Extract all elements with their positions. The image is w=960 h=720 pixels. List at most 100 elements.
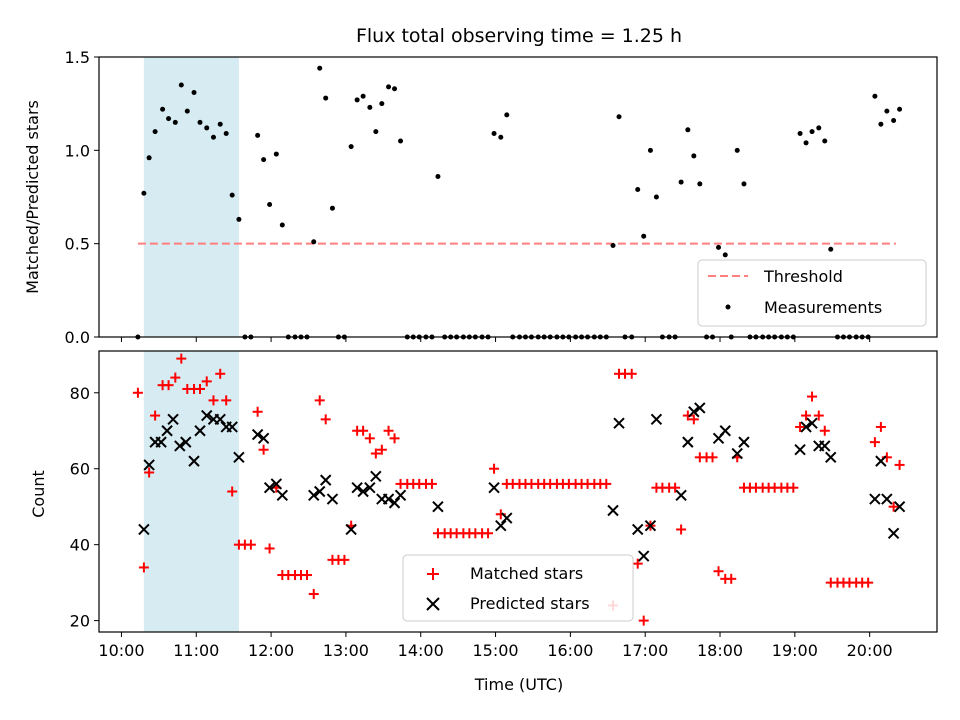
predicted-star-point	[794, 444, 806, 456]
predicted-star-point	[719, 425, 731, 437]
predicted-star-point	[488, 481, 500, 494]
matched-star-point	[863, 577, 874, 588]
measurement-point	[803, 140, 809, 146]
matched-star-point	[339, 554, 350, 565]
predicted-star-point	[738, 436, 750, 448]
measurement-point	[152, 129, 158, 135]
matched-star-point	[163, 380, 174, 391]
top-panel: 0.0 0.5 1.0 1.5 Matched/Predicted stars Thr…	[23, 48, 938, 347]
matched-star-point	[483, 528, 494, 539]
measurement-point	[172, 119, 178, 125]
predicted-star-point	[370, 470, 382, 483]
measurement-point	[311, 239, 317, 245]
matched-star-point	[370, 448, 381, 459]
measurements-series	[135, 65, 903, 340]
bottom-y-axis-label: Count	[29, 470, 48, 518]
measurement-point	[647, 147, 653, 153]
matched-star-point	[201, 376, 212, 387]
predicted-star-point	[607, 504, 619, 517]
measurement-point	[653, 194, 659, 200]
predicted-star-point	[155, 436, 167, 448]
matched-star-point	[726, 573, 737, 584]
measurement-point	[741, 181, 747, 187]
measurement-point	[317, 65, 323, 71]
predicted-star-point	[174, 440, 186, 452]
measurement-point	[141, 190, 147, 196]
matched-star-point	[258, 444, 269, 455]
measurement-point	[261, 157, 267, 163]
predicted-star-point	[161, 425, 173, 437]
predicted-star-point	[637, 550, 650, 562]
predicted-star-point	[893, 500, 906, 513]
matched-star-point	[252, 406, 263, 417]
predicted-star-point	[819, 440, 831, 452]
measurement-point	[822, 138, 828, 144]
predicted-star-point	[382, 493, 395, 505]
matched-star-point	[308, 589, 319, 600]
measurement-point	[217, 121, 223, 127]
top-y-tick-label: 1.5	[65, 48, 90, 67]
top-x-ticks	[120, 337, 871, 342]
measurement-point	[204, 125, 210, 131]
measurement-point	[146, 155, 152, 161]
matched-star-point	[221, 395, 232, 406]
measurement-point	[236, 216, 242, 222]
measurement-point	[635, 187, 641, 193]
measurement-point	[210, 134, 216, 140]
matched-star-point	[707, 452, 718, 463]
predicted-star-point	[138, 523, 150, 536]
predicted-star-point	[432, 500, 444, 513]
x-tick-label: 15:00	[472, 641, 518, 660]
matched-star-point	[489, 463, 500, 474]
matched-star-point	[245, 539, 256, 550]
measurement-point	[360, 93, 366, 99]
matched-star-point	[875, 421, 886, 432]
predicted-star-point	[257, 432, 270, 445]
matched-star-point	[170, 372, 181, 383]
measurement-point	[197, 119, 203, 125]
predicted-star-point	[881, 493, 893, 505]
measurement-point	[392, 86, 398, 92]
matched-star-point	[894, 459, 905, 470]
bottom-x-ticks: 10:00 11:00 12:00 13:00 14:00 15:00 16:00 17:00…	[98, 632, 893, 660]
x-tick-label: 12:00	[248, 641, 294, 660]
measurement-point	[435, 173, 441, 179]
predicted-star-point	[226, 421, 238, 433]
predicted-star-point	[326, 493, 339, 505]
predicted-star-point	[694, 402, 706, 414]
measurement-point	[685, 127, 691, 133]
matched-star-point	[320, 414, 331, 425]
predicted-star-point	[825, 451, 837, 464]
predicted-star-point	[180, 436, 192, 448]
matched-star-point	[358, 425, 369, 436]
top-y-tick-label: 1.0	[65, 141, 90, 160]
predicted-star-point	[251, 428, 264, 441]
predicted-star-point	[188, 455, 200, 467]
matched-star-point	[713, 566, 724, 577]
measurement-point	[498, 134, 504, 140]
measurement-point	[229, 192, 235, 198]
predicted-star-point	[270, 478, 283, 490]
measurement-point	[348, 144, 354, 150]
bottom-y-tick-label: 80	[70, 384, 90, 403]
measurement-point	[716, 244, 722, 250]
predicted-star-point	[682, 436, 694, 448]
predicted-star-point	[194, 425, 206, 437]
matched-star-point	[869, 437, 880, 448]
measurement-point	[872, 93, 878, 99]
predicted-star-point	[800, 421, 812, 433]
measurement-point	[878, 121, 884, 127]
matched-star-point	[150, 410, 161, 421]
predicted-star-point	[143, 459, 155, 471]
bottom-y-ticks: 20 40 60 80	[70, 384, 99, 631]
measurements-legend-swatch	[725, 304, 731, 310]
bottom-legend-box	[402, 554, 634, 622]
measurement-point	[884, 108, 890, 114]
x-tick-label: 13:00	[323, 641, 369, 660]
matched-star-point	[264, 543, 275, 554]
measurement-point	[816, 125, 822, 131]
predicted-star-point	[650, 413, 663, 426]
measurement-point	[160, 106, 166, 112]
predicted-star-point	[351, 481, 363, 494]
predicted-star-point	[613, 417, 625, 429]
